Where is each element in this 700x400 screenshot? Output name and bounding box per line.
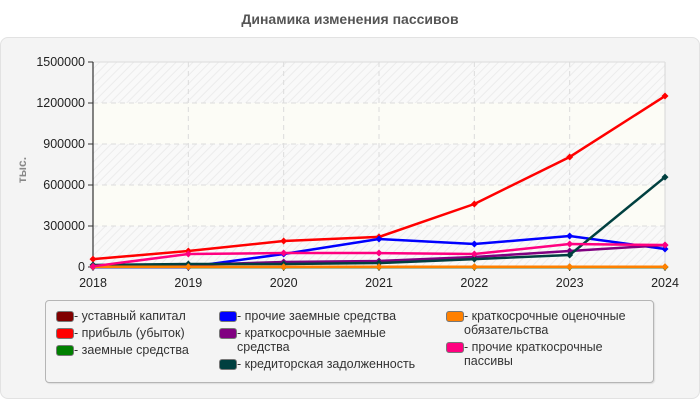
chart-title: Динамика изменения пассивов	[241, 11, 459, 27]
y-axis-label: тыс.	[15, 156, 29, 184]
y-tick-label: 900000	[43, 137, 85, 151]
x-tick-label: 2020	[270, 276, 298, 290]
data-point-marker[interactable]	[661, 245, 669, 253]
data-point-marker[interactable]	[184, 263, 192, 271]
data-point-marker[interactable]	[184, 250, 192, 258]
legend-swatch	[56, 328, 74, 339]
data-point-marker[interactable]	[566, 263, 574, 271]
y-tick-label: 0	[78, 260, 85, 274]
y-tick-label: 300000	[43, 219, 85, 233]
plot-area: 0 300000 600000 900000 1200000 1500000 2018 201…	[36, 55, 679, 290]
x-tick-label: 2019	[174, 276, 202, 290]
data-point-marker[interactable]	[470, 200, 478, 208]
legend-label: заемные средства	[74, 343, 189, 357]
legend-swatch	[56, 311, 74, 322]
legend-item-otsenochnye[interactable]: краткосрочные оценочные обязательства	[436, 309, 651, 337]
y-tick-label: 1200000	[36, 96, 85, 110]
legend-swatch	[56, 345, 74, 356]
legend-swatch	[219, 359, 237, 370]
data-point-marker[interactable]	[89, 255, 97, 263]
x-tick-label: 2024	[651, 276, 679, 290]
data-point-marker[interactable]	[280, 249, 288, 257]
legend-item-kreditorskaya[interactable]: кредиторская задолженность	[209, 357, 439, 371]
data-point-marker[interactable]	[280, 237, 288, 245]
legend-swatch	[219, 328, 237, 339]
data-point-marker[interactable]	[566, 153, 574, 161]
x-tick-label: 2018	[79, 276, 107, 290]
data-point-marker[interactable]	[566, 251, 574, 259]
legend-item-prochie-passivy[interactable]: прочие краткосрочные пассивы	[436, 340, 634, 368]
legend-item-prochie-zaemnye[interactable]: прочие заемные средства	[209, 309, 439, 323]
legend-column-2: прочие заемные средства краткосрочные за…	[209, 309, 439, 374]
legend-label: прибыль (убыток)	[74, 326, 185, 340]
legend-label: кредиторская задолженность	[237, 357, 415, 371]
legend-swatch	[446, 311, 464, 322]
data-point-marker[interactable]	[375, 263, 383, 271]
legend: уставный капитал прибыль (убыток) заемны…	[45, 300, 654, 383]
legend-column-1: уставный капитал прибыль (убыток) заемны…	[46, 309, 216, 360]
data-point-marker[interactable]	[375, 249, 383, 257]
data-point-marker[interactable]	[470, 255, 478, 263]
legend-item-zaemnye-sredstva[interactable]: заемные средства	[46, 343, 216, 357]
legend-swatch	[446, 342, 464, 353]
data-point-marker[interactable]	[566, 232, 574, 240]
legend-label: прочие краткосрочные пассивы	[464, 340, 603, 368]
legend-label: уставный капитал	[74, 309, 186, 323]
data-point-marker[interactable]	[470, 263, 478, 271]
legend-column-3: краткосрочные оценочные обязательства пр…	[436, 309, 651, 371]
data-point-marker[interactable]	[470, 250, 478, 258]
data-point-marker[interactable]	[566, 240, 574, 248]
legend-item-pribyl[interactable]: прибыль (убыток)	[46, 326, 216, 340]
x-tick-label: 2021	[365, 276, 393, 290]
legend-label: краткосрочные оценочные обязательства	[464, 309, 626, 337]
y-tick-label: 600000	[43, 178, 85, 192]
legend-swatch	[219, 311, 237, 322]
data-point-marker[interactable]	[470, 240, 478, 248]
data-point-marker[interactable]	[89, 262, 97, 270]
data-point-marker[interactable]	[661, 263, 669, 271]
x-tick-label: 2022	[460, 276, 488, 290]
legend-item-ustavny-kapital[interactable]: уставный капитал	[46, 309, 216, 323]
legend-label: краткосрочные заемные средства	[237, 326, 386, 354]
data-point-marker[interactable]	[661, 92, 669, 100]
data-point-marker[interactable]	[375, 235, 383, 243]
legend-item-kratkosrochnye-zaemnye[interactable]: краткосрочные заемные средства	[209, 326, 407, 354]
x-tick-label: 2023	[556, 276, 584, 290]
data-point-marker[interactable]	[661, 173, 669, 181]
y-tick-label: 1500000	[36, 55, 85, 69]
data-point-marker[interactable]	[375, 259, 383, 267]
data-point-marker[interactable]	[280, 263, 288, 271]
legend-label: прочие заемные средства	[237, 309, 396, 323]
data-point-marker[interactable]	[661, 241, 669, 249]
